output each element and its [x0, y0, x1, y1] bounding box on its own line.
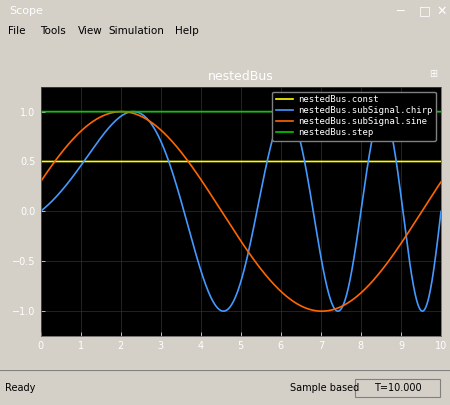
nestedBus.step: [233, 109, 238, 114]
Text: Simulation: Simulation: [108, 26, 164, 36]
nestedBus.subSignal.sine: [233, 230, 238, 235]
Line: nestedBus.step: nestedBus.step: [40, 112, 441, 211]
nestedBus.const: [353, 159, 359, 164]
nestedBus.subSignal.chirp: [353, 242, 359, 247]
Text: ✕: ✕: [436, 4, 447, 17]
Text: Sample based: Sample based: [290, 383, 359, 393]
nestedBus.const: [233, 159, 238, 164]
nestedBus.step: [427, 109, 432, 114]
Text: Help: Help: [175, 26, 199, 36]
Text: View: View: [78, 26, 103, 36]
nestedBus.subSignal.sine: [119, 109, 124, 114]
nestedBus.subSignal.chirp: [222, 309, 228, 313]
nestedBus.subSignal.chirp: [380, 109, 385, 114]
nestedBus.subSignal.sine: [58, 151, 63, 156]
Text: T=10.000: T=10.000: [374, 383, 422, 393]
nestedBus.subSignal.sine: [427, 197, 432, 202]
Line: nestedBus.subSignal.chirp: nestedBus.subSignal.chirp: [40, 112, 441, 311]
nestedBus.subSignal.sine: [222, 214, 228, 219]
nestedBus.step: [38, 209, 43, 214]
nestedBus.subSignal.chirp: [38, 209, 43, 214]
nestedBus.subSignal.chirp: [427, 292, 432, 296]
nestedBus.const: [427, 159, 432, 164]
nestedBus.const: [222, 159, 227, 164]
nestedBus.step: [58, 109, 64, 114]
Line: nestedBus.subSignal.sine: nestedBus.subSignal.sine: [40, 112, 441, 311]
nestedBus.subSignal.chirp: [58, 189, 63, 194]
nestedBus.const: [438, 159, 444, 164]
Text: ⊞: ⊞: [429, 69, 437, 79]
nestedBus.subSignal.sine: [427, 196, 432, 201]
nestedBus.step: [427, 109, 432, 114]
Legend: nestedBus.const, nestedBus.subSignal.chirp, nestedBus.subSignal.sine, nestedBus.: nestedBus.const, nestedBus.subSignal.chi…: [272, 92, 436, 141]
nestedBus.step: [222, 109, 228, 114]
nestedBus.subSignal.sine: [438, 179, 444, 184]
FancyBboxPatch shape: [355, 379, 440, 397]
nestedBus.subSignal.sine: [354, 294, 359, 299]
Text: Ready: Ready: [5, 383, 36, 393]
Text: □: □: [418, 4, 430, 17]
Text: nestedBus: nestedBus: [208, 70, 274, 83]
Text: Scope: Scope: [9, 6, 43, 16]
nestedBus.subSignal.chirp: [427, 290, 432, 295]
nestedBus.subSignal.sine: [38, 179, 43, 184]
Text: ─: ─: [396, 4, 404, 17]
nestedBus.step: [438, 109, 444, 114]
nestedBus.subSignal.chirp: [220, 309, 226, 313]
Text: File: File: [8, 26, 26, 36]
Text: Tools: Tools: [40, 26, 66, 36]
nestedBus.step: [38, 109, 44, 114]
nestedBus.subSignal.chirp: [438, 209, 444, 214]
nestedBus.const: [427, 159, 432, 164]
nestedBus.step: [353, 109, 359, 114]
nestedBus.subSignal.chirp: [233, 294, 238, 299]
nestedBus.subSignal.sine: [319, 309, 324, 313]
nestedBus.const: [58, 159, 63, 164]
nestedBus.const: [38, 159, 43, 164]
